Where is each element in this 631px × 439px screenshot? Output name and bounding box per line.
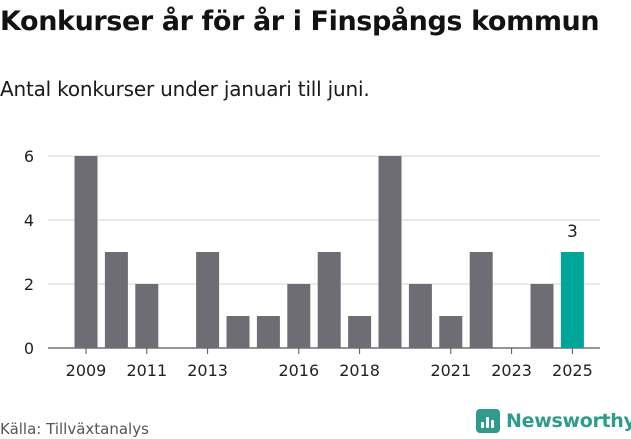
x-tick-label: 2023 xyxy=(491,361,532,380)
x-tick-label: 2016 xyxy=(278,361,319,380)
bar-2013 xyxy=(196,252,220,348)
y-tick-label: 4 xyxy=(24,211,34,230)
x-tick-label: 2009 xyxy=(66,361,107,380)
bar-chart: 0 2 4 6 2009 2011 2013 2016 2018 2021 2023 2025 3 xyxy=(24,147,600,380)
bar-2019 xyxy=(378,156,402,348)
bar-2014 xyxy=(226,316,250,348)
y-tick-label: 0 xyxy=(24,339,34,358)
bar-2016 xyxy=(287,284,311,348)
x-tick-label: 2018 xyxy=(339,361,380,380)
x-tick-label: 2011 xyxy=(126,361,167,380)
bar-2017 xyxy=(317,252,341,348)
bar-2011 xyxy=(135,284,159,348)
newsworthy-logo: Newsworthy xyxy=(476,409,631,433)
bar-2022 xyxy=(469,252,493,348)
bar-2010 xyxy=(104,252,128,348)
logo-text: Newsworthy xyxy=(506,410,631,432)
bar-2025 xyxy=(560,252,584,348)
chart-subtitle: Antal konkurser under januari till juni. xyxy=(0,77,370,101)
y-axis-ticks: 0 2 4 6 xyxy=(24,147,34,358)
bar-2018 xyxy=(348,316,372,348)
data-labels: 3 xyxy=(567,222,578,242)
bar-2015 xyxy=(256,316,280,348)
y-tick-label: 6 xyxy=(24,147,34,166)
x-tick-label: 2025 xyxy=(552,361,593,380)
bar-2024 xyxy=(530,284,554,348)
bar-2021 xyxy=(439,316,463,348)
bars xyxy=(74,156,584,348)
source-note: Källa: Tillväxtanalys xyxy=(0,420,149,438)
chart-title: Konkurser år för år i Finspångs kommun xyxy=(0,6,600,37)
x-tick-label: 2021 xyxy=(430,361,471,380)
bar-2009 xyxy=(74,156,98,348)
bar-chart-icon xyxy=(476,409,500,433)
x-axis-ticks: 2009 2011 2013 2016 2018 2021 2023 2025 xyxy=(66,348,593,380)
x-tick-label: 2013 xyxy=(187,361,228,380)
data-label-2025: 3 xyxy=(567,222,578,242)
y-tick-label: 2 xyxy=(24,275,34,294)
bar-2020 xyxy=(408,284,432,348)
